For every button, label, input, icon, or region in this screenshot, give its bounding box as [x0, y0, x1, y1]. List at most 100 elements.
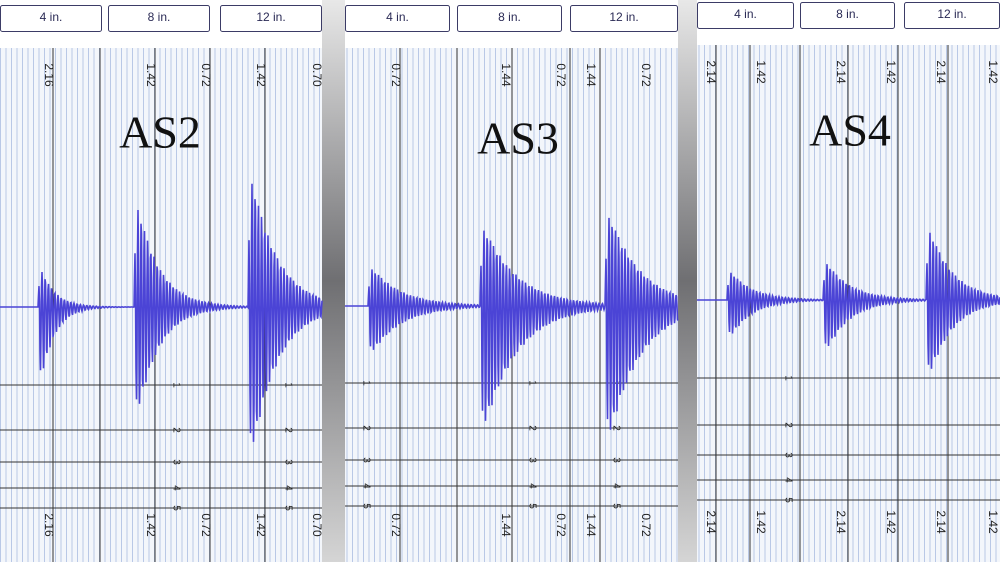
trace-label: 2.16	[42, 63, 56, 87]
scale-number: 1	[782, 375, 793, 381]
trace-label: 1.42	[144, 513, 158, 537]
waveform	[697, 232, 1000, 369]
scale-number: 4	[782, 477, 793, 483]
scale-number: 4	[610, 483, 621, 489]
trace-label: 0.70	[310, 63, 324, 87]
panel-title: AS2	[119, 107, 201, 158]
scale-number: 3	[610, 457, 621, 463]
scale-number: 2	[610, 425, 621, 431]
panel-title: AS3	[477, 113, 559, 164]
scale-button[interactable]: 12 in.	[904, 2, 1000, 29]
trace-label: 1.44	[584, 513, 598, 537]
button-frame[interactable]	[800, 2, 895, 29]
scale-number: 1	[282, 382, 293, 388]
scale-number: 3	[282, 459, 293, 465]
trace-label: 1.44	[499, 513, 513, 537]
trace-label: 1.44	[584, 63, 598, 87]
scale-button[interactable]: 12 in.	[220, 5, 322, 32]
trace-label: 1.42	[884, 510, 898, 534]
scale-number: 1	[526, 380, 537, 386]
scale-button[interactable]: 12 in.	[570, 5, 678, 32]
trace-label: 0.72	[554, 63, 568, 87]
trace-label: 2.14	[834, 510, 848, 534]
button-label[interactable]: 4 in.	[40, 10, 63, 24]
scale-number: 3	[782, 452, 793, 458]
trace-label: 1.42	[884, 60, 898, 84]
button-label[interactable]: 4 in.	[734, 7, 757, 21]
trace-label: 2.14	[704, 60, 718, 84]
scale-button[interactable]: 4 in.	[345, 5, 450, 32]
scale-button[interactable]: 8 in.	[800, 2, 895, 29]
button-frame[interactable]	[345, 5, 450, 32]
scale-number: 5	[360, 503, 371, 509]
trace-label: 1.44	[499, 63, 513, 87]
scale-number: 1	[610, 380, 621, 386]
trace-label: 1.42	[986, 510, 1000, 534]
scale-number: 2	[170, 427, 181, 433]
trace-label: 2.14	[934, 60, 948, 84]
trace-label: 2.14	[834, 60, 848, 84]
trace-label: 1.42	[986, 60, 1000, 84]
button-frame[interactable]	[570, 5, 678, 32]
button-label[interactable]: 12 in.	[609, 10, 638, 24]
trace-label: 1.42	[254, 513, 268, 537]
panel: 4 in. 8 in. 12 in. 2.14 2.14 1.42 1.42 2.14 2.14…	[697, 0, 1000, 562]
scale-number: 2	[360, 425, 371, 431]
button-frame[interactable]	[220, 5, 322, 32]
scale-number: 1	[170, 382, 181, 388]
scale-number: 2	[526, 425, 537, 431]
trace-label: 0.70	[310, 513, 324, 537]
scale-button[interactable]: 4 in.	[0, 5, 102, 32]
scale-number: 3	[170, 459, 181, 465]
button-label[interactable]: 8 in.	[498, 10, 521, 24]
scale-number: 5	[782, 497, 793, 503]
trace-label: 0.72	[639, 63, 653, 87]
button-frame[interactable]	[457, 5, 562, 32]
button-label[interactable]: 12 in.	[937, 7, 966, 21]
trace-label: 2.14	[934, 510, 948, 534]
scale-number: 4	[170, 485, 181, 491]
panel: 4 in. 8 in. 12 in. 2.16 2.16 1.42 1.42 0.72 0.72…	[0, 0, 324, 562]
trace-label: 1.42	[144, 63, 158, 87]
scale-number: 1	[360, 380, 371, 386]
trace-label: 0.72	[199, 63, 213, 87]
button-label[interactable]: 4 in.	[386, 10, 409, 24]
trace-label: 1.42	[754, 60, 768, 84]
scale-number: 5	[170, 505, 181, 511]
scale-number: 3	[360, 457, 371, 463]
scale-number: 5	[526, 503, 537, 509]
waveform	[345, 217, 679, 430]
gap	[678, 0, 697, 562]
scale-number: 4	[282, 485, 293, 491]
panel-title: AS4	[809, 105, 891, 156]
scale-number: 4	[526, 483, 537, 489]
button-frame[interactable]	[0, 5, 102, 32]
trace-label: 2.16	[42, 513, 56, 537]
scale-button[interactable]: 8 in.	[108, 5, 210, 32]
trace-label: 0.72	[199, 513, 213, 537]
trace-label: 0.72	[389, 63, 403, 87]
scale-number: 4	[360, 483, 371, 489]
trace-label: 1.42	[254, 63, 268, 87]
gap	[322, 0, 345, 562]
scale-button[interactable]: 8 in.	[457, 5, 562, 32]
waveform	[0, 183, 323, 442]
button-frame[interactable]	[108, 5, 210, 32]
scale-number: 2	[282, 427, 293, 433]
trace-label: 0.72	[639, 513, 653, 537]
panel: 4 in. 8 in. 12 in. 0.72 0.72 1.44 1.44 0.72 0.72…	[345, 0, 679, 562]
button-frame[interactable]	[697, 2, 794, 29]
button-label[interactable]: 12 in.	[256, 10, 285, 24]
button-label[interactable]: 8 in.	[148, 10, 171, 24]
trace-label: 0.72	[389, 513, 403, 537]
trace-label: 2.14	[704, 510, 718, 534]
button-label[interactable]: 8 in.	[836, 7, 859, 21]
trace-label: 0.72	[554, 513, 568, 537]
scale-button[interactable]: 4 in.	[697, 2, 794, 29]
scale-number: 5	[282, 505, 293, 511]
trace-label: 1.42	[754, 510, 768, 534]
scale-number: 3	[526, 457, 537, 463]
scale-number: 2	[782, 422, 793, 428]
